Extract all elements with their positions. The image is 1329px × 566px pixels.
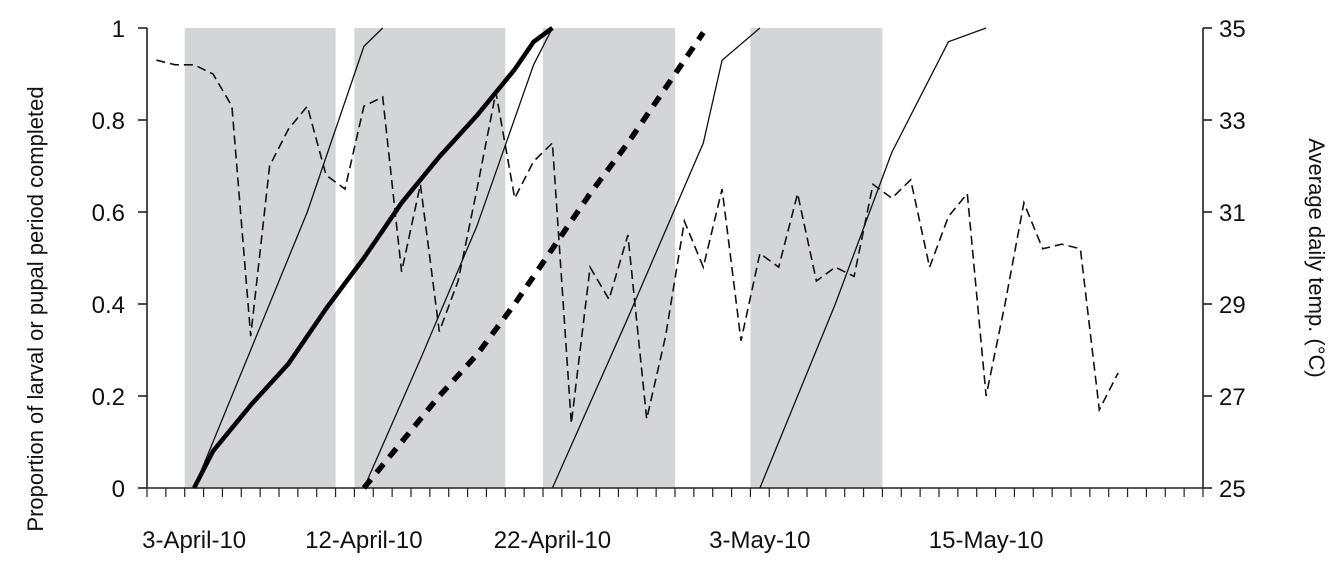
series-line-thin [193, 27, 384, 489]
shaded-period [750, 28, 883, 488]
x-tick-label: 22-April-10 [494, 527, 611, 554]
y-left-tick-label: 0 [112, 476, 125, 503]
shading-layer [184, 28, 883, 488]
y-left-tick-label: 0.8 [92, 108, 125, 135]
series-line-thick-solid [192, 26, 554, 490]
y-right-tick-label: 27 [1219, 384, 1246, 411]
y-right-tick-label: 31 [1219, 200, 1246, 227]
x-tick-label: 3-May-10 [709, 527, 810, 554]
y-right-tick-label: 29 [1219, 292, 1246, 319]
y-right-tick-label: 33 [1219, 108, 1246, 135]
series-line-thick-dashed [361, 31, 706, 490]
y-right-tick-label: 25 [1219, 476, 1246, 503]
y-left-tick-label: 0.4 [92, 292, 125, 319]
series-line-thin [363, 27, 553, 489]
y-axis-left-label: Proportion of larval or pupal period com… [23, 86, 48, 531]
y-left-tick-label: 0.6 [92, 200, 125, 227]
axes-layer: 0 0.2 0.4 0.6 0.8 1 25 27 29 31 33 35 3-April-10 12-A… [92, 16, 1246, 554]
x-tick-label: 15-May-10 [929, 527, 1044, 554]
shaded-period [543, 28, 675, 488]
y-right-tick-label: 35 [1219, 16, 1246, 43]
series-line-dashed [156, 59, 1119, 424]
x-tick-label: 3-April-10 [142, 527, 246, 554]
y-left-tick-label: 1 [112, 16, 125, 43]
series-line-thin [551, 27, 761, 489]
y-left-tick-label: 0.2 [92, 384, 125, 411]
series-line-thin [759, 27, 987, 489]
labels-layer: Proportion of larval or pupal period com… [23, 86, 1329, 531]
y-axis-right-label: Average daily temp. (°C) [1304, 138, 1329, 378]
series-layer [156, 26, 1119, 490]
x-tick-label: 12-April-10 [305, 527, 422, 554]
